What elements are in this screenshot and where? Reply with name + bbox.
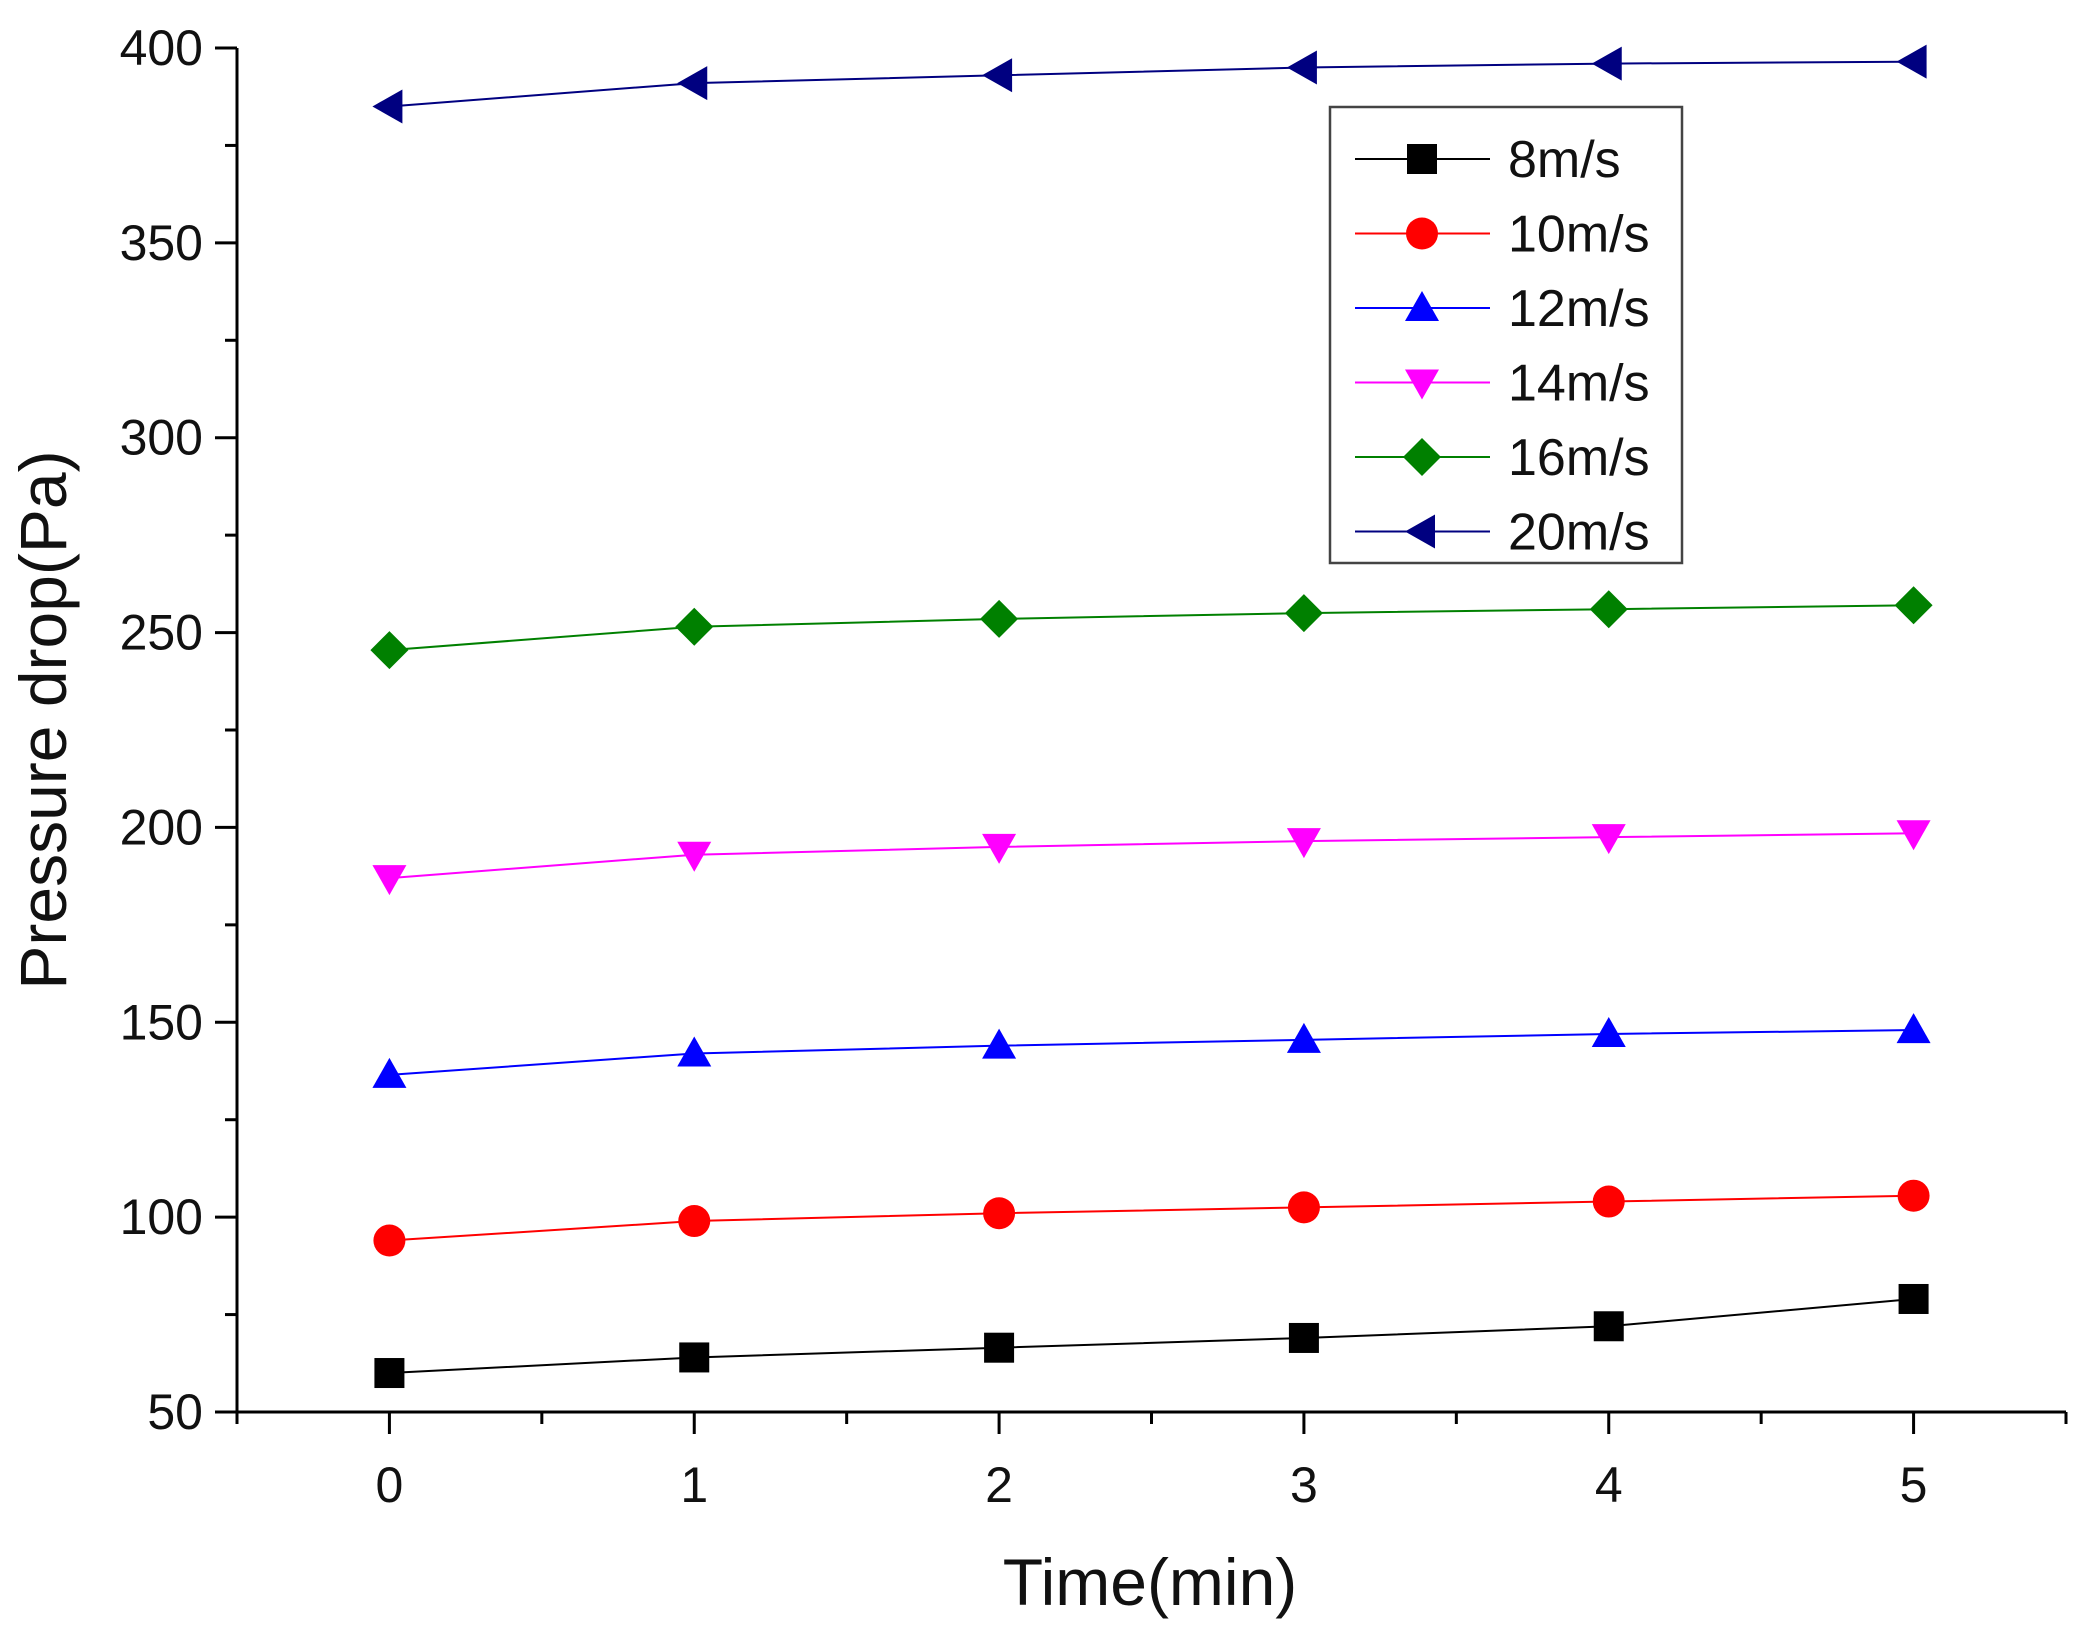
data-point [1591,1016,1626,1047]
x-tick-label: 1 [680,1457,708,1513]
series-20m/s [372,44,1927,124]
legend-label: 8m/s [1508,131,1621,189]
data-point [1287,1191,1320,1224]
data-point [1288,1322,1319,1353]
series-8m/s [374,1283,1929,1389]
legend-label: 12m/s [1508,280,1650,338]
data-point [983,1197,1016,1230]
data-point [980,599,1019,638]
data-point [372,1057,407,1088]
data-point [677,1036,712,1067]
data-point [1591,46,1622,81]
series-layer [370,44,1933,1389]
x-tick-label: 4 [1595,1457,1623,1513]
series-14m/s [372,820,1931,896]
data-point [1896,1013,1931,1044]
legend-label: 10m/s [1508,206,1650,264]
data-point [1898,1283,1929,1314]
axes-layer: 50 100 150 200 250 300 350 400 0 1 2 3 4 5 [120,20,2068,1513]
y-tick-label: 150 [120,994,203,1050]
x-tick-label: 0 [376,1457,404,1513]
y-tick-label: 250 [120,605,203,661]
data-point [984,1332,1015,1363]
series-line [389,604,1914,652]
data-point [677,841,712,872]
series-line [389,832,1914,880]
data-point [675,607,714,646]
data-point [982,58,1013,93]
legend-box [1328,105,1684,565]
data-point [373,1224,406,1257]
data-point [374,1358,405,1389]
data-point [679,1342,710,1373]
data-point [1894,586,1933,625]
data-point [1592,1185,1625,1218]
x-axis-title: Time(min) [1003,1545,1298,1619]
data-point [677,66,708,101]
series-line [389,1297,1914,1375]
series-12m/s [372,1013,1931,1088]
data-point [1286,50,1317,85]
legend-marker [1403,438,1441,476]
legend-entry: 14m/s [1355,355,1650,413]
data-point [372,89,403,124]
data-point [1896,820,1931,851]
series-16m/s [370,586,1933,670]
legend-entry: 20m/s [1355,504,1650,562]
series-line [389,60,1914,108]
legend-label: 16m/s [1508,429,1650,487]
y-tick-label: 50 [147,1384,203,1440]
data-point [678,1205,711,1238]
x-tick-label: 2 [985,1457,1013,1513]
legend-label: 20m/s [1508,504,1650,562]
series-line [389,1029,1914,1076]
data-point [982,1028,1017,1059]
legend-marker [1405,291,1439,321]
data-point [1896,44,1927,79]
x-tick-label: 3 [1290,1457,1318,1513]
data-point [982,833,1017,864]
legend-entry: 10m/s [1355,206,1650,264]
data-point [372,865,407,896]
legend: 8m/s 10m/s 12m/s 14m/s 16m/s 20m/s [1328,105,1684,565]
legend-marker [1406,217,1438,250]
legend-marker [1407,144,1437,174]
data-point [1589,590,1628,629]
series-10m/s [373,1179,1930,1257]
legend-marker [1405,369,1439,400]
y-tick-label: 300 [120,410,203,466]
y-tick-label: 200 [120,799,203,855]
data-point [1897,1179,1930,1212]
y-tick-label: 100 [120,1189,203,1245]
data-point [1284,594,1323,633]
legend-label: 14m/s [1508,355,1650,413]
series-line [389,1194,1914,1242]
data-point [1593,1311,1624,1342]
y-tick-label: 350 [120,215,203,271]
data-point [1286,828,1321,859]
legend-entry: 12m/s [1355,280,1650,338]
y-axis-title: Pressure drop(Pa) [6,450,80,989]
legend-entry: 16m/s [1355,429,1650,487]
y-tick-label: 400 [120,20,203,76]
data-point [370,631,409,670]
x-tick-label: 5 [1900,1457,1928,1513]
data-point [1591,824,1626,855]
legend-entry: 8m/s [1355,131,1621,189]
data-point [1286,1022,1321,1053]
legend-marker [1405,514,1435,549]
